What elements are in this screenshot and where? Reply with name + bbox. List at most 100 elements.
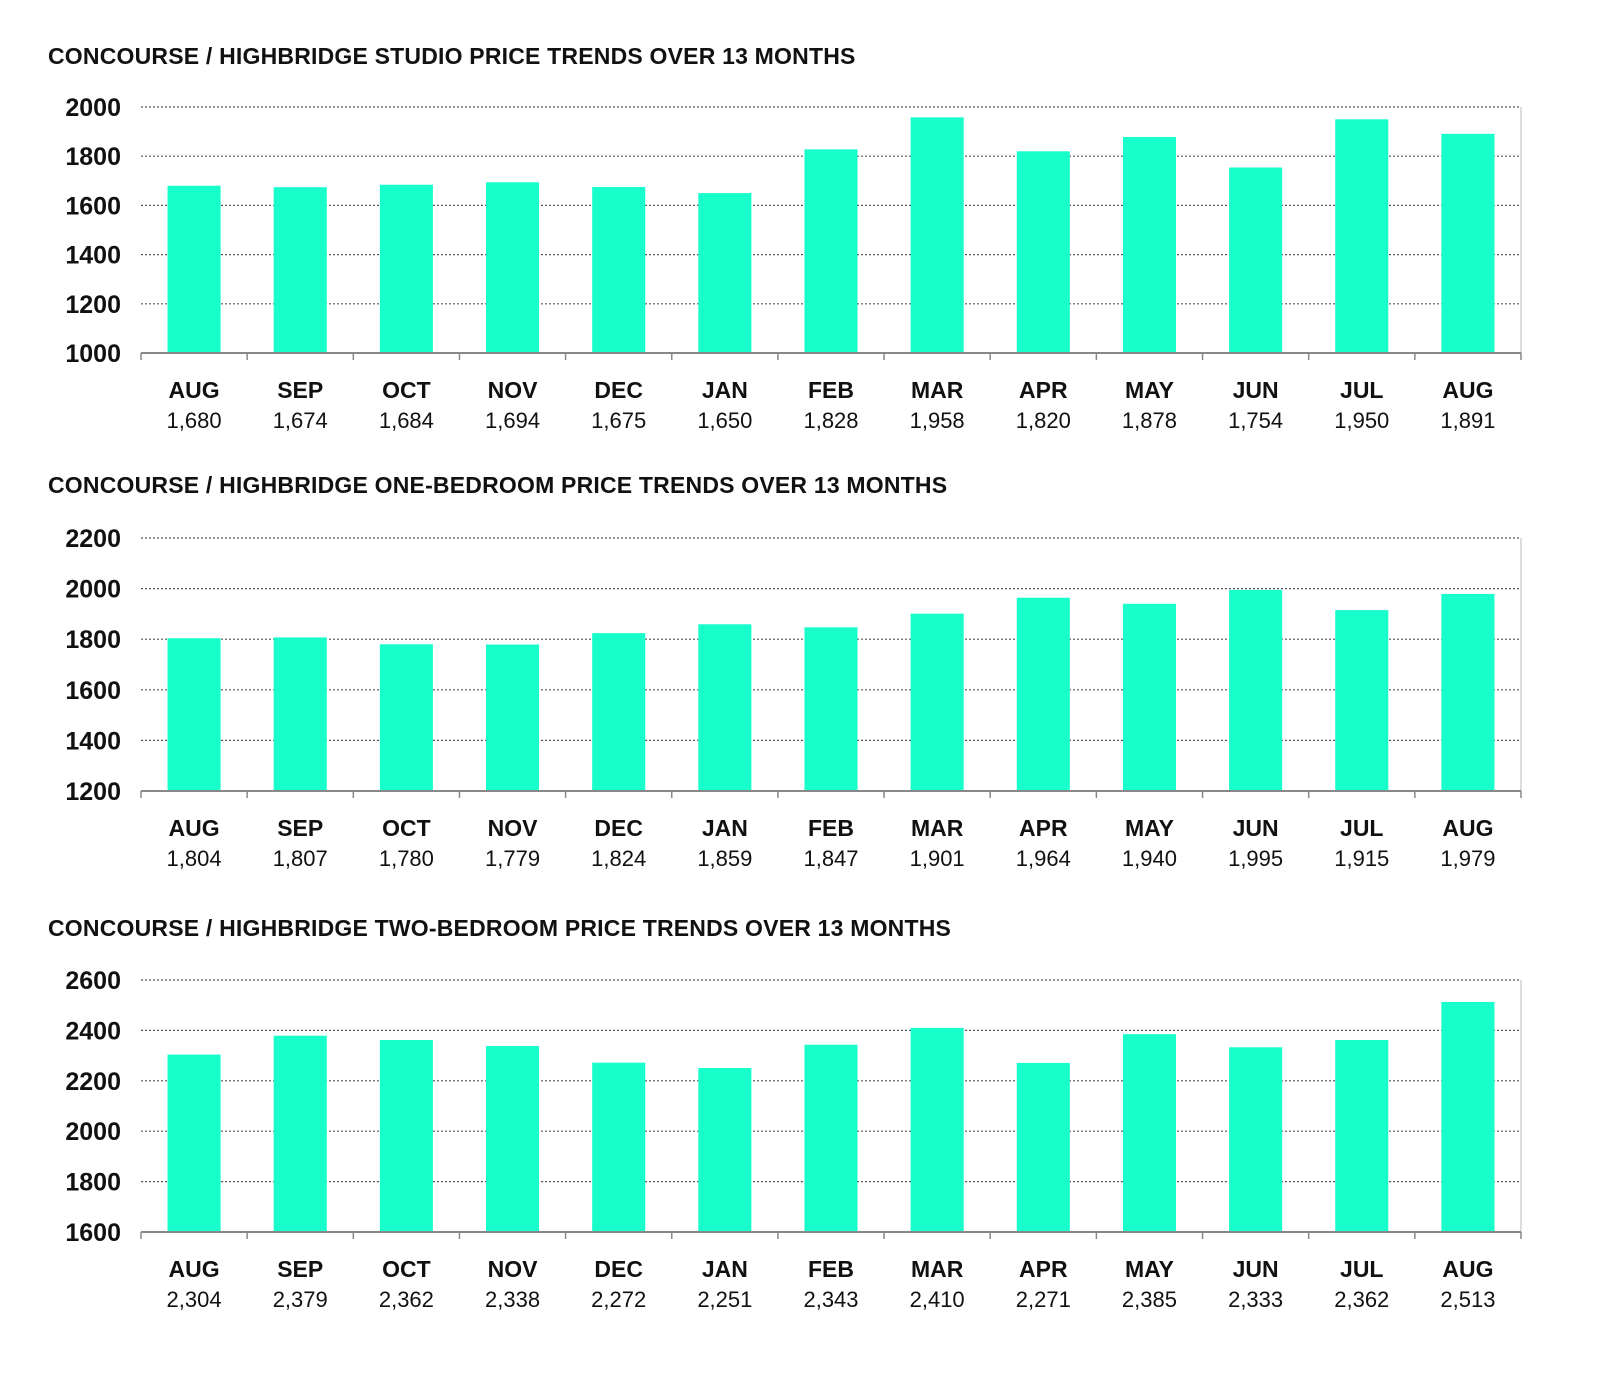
bar-value-label: 1,940	[1122, 846, 1177, 871]
bar	[486, 644, 540, 791]
x-category-label: OCT	[382, 377, 431, 403]
x-category-label: APR	[1019, 1256, 1068, 1282]
chart-title: CONCOURSE / HIGHBRIDGE ONE-BEDROOM PRICE…	[48, 472, 948, 498]
x-category-label: DEC	[594, 377, 643, 403]
y-tick-label: 2200	[65, 525, 121, 553]
bar	[1335, 119, 1389, 353]
bar-value-label: 1,820	[1016, 408, 1071, 433]
y-tick-label: 2000	[65, 576, 121, 604]
bar-value-label: 1,828	[803, 408, 858, 433]
bar	[1122, 137, 1176, 353]
bar	[698, 1067, 752, 1232]
y-tick-label: 2200	[65, 1068, 121, 1096]
x-category-label: DEC	[594, 1256, 643, 1282]
x-category-label: JUL	[1340, 1256, 1383, 1282]
bar	[273, 187, 327, 353]
x-category-label: JAN	[702, 377, 748, 403]
bar-value-label: 1,650	[697, 408, 752, 433]
bar-value-label: 1,891	[1440, 408, 1495, 433]
bar	[1441, 1001, 1495, 1232]
x-category-label: MAY	[1125, 1256, 1174, 1282]
x-category-label: FEB	[808, 815, 854, 841]
x-category-label: SEP	[277, 377, 323, 403]
bar-value-label: 2,333	[1228, 1287, 1283, 1312]
y-tick-label: 1000	[65, 340, 121, 368]
bar-value-label: 2,513	[1440, 1287, 1495, 1312]
bar-value-label: 1,779	[485, 846, 540, 871]
y-tick-label: 1800	[65, 143, 121, 171]
x-category-label: AUG	[169, 1256, 220, 1282]
bar-value-label: 1,950	[1334, 408, 1389, 433]
bar	[273, 1035, 327, 1232]
bar	[379, 184, 433, 353]
bar	[592, 186, 646, 353]
bar-value-label: 1,901	[910, 846, 965, 871]
bar-value-label: 1,804	[167, 846, 222, 871]
bar-value-label: 1,807	[273, 846, 328, 871]
x-category-label: JAN	[702, 815, 748, 841]
bar	[1229, 167, 1283, 353]
y-tick-label: 1600	[65, 192, 121, 220]
bar-value-label: 2,379	[273, 1287, 328, 1312]
y-tick-label: 1400	[65, 727, 121, 755]
x-category-label: AUG	[1442, 815, 1493, 841]
x-category-label: MAR	[911, 377, 964, 403]
bar-value-label: 1,878	[1122, 408, 1177, 433]
x-category-label: SEP	[277, 815, 323, 841]
bar-value-label: 1,995	[1228, 846, 1283, 871]
bar-value-label: 1,694	[485, 408, 540, 433]
bar	[910, 613, 964, 791]
chart-title: CONCOURSE / HIGHBRIDGE TWO-BEDROOM PRICE…	[48, 915, 952, 941]
x-category-label: AUG	[169, 377, 220, 403]
x-category-label: APR	[1019, 377, 1068, 403]
bar-value-label: 2,338	[485, 1287, 540, 1312]
y-tick-label: 1600	[65, 677, 121, 705]
x-category-label: OCT	[382, 815, 431, 841]
x-category-label: AUG	[1442, 377, 1493, 403]
bar	[804, 627, 858, 791]
x-category-label: APR	[1019, 815, 1068, 841]
bar	[379, 1039, 433, 1232]
bar	[1016, 1062, 1070, 1232]
studio-chart-panel: CONCOURSE / HIGHBRIDGE STUDIO PRICE TREN…	[0, 0, 1600, 450]
bar	[698, 193, 752, 353]
y-tick-label: 1200	[65, 778, 121, 806]
bar	[486, 1046, 540, 1232]
bar	[1016, 151, 1070, 353]
bar-value-label: 1,964	[1016, 846, 1071, 871]
x-category-label: JUN	[1233, 815, 1279, 841]
x-category-label: MAY	[1125, 815, 1174, 841]
bar-value-label: 1,824	[591, 846, 646, 871]
y-tick-label: 1800	[65, 626, 121, 654]
x-category-label: FEB	[808, 1256, 854, 1282]
bar	[910, 117, 964, 353]
y-tick-label: 2400	[65, 1017, 121, 1045]
x-category-label: OCT	[382, 1256, 431, 1282]
chart-title: CONCOURSE / HIGHBRIDGE STUDIO PRICE TREN…	[48, 43, 856, 69]
x-category-label: JUN	[1233, 377, 1279, 403]
bar-value-label: 2,271	[1016, 1287, 1071, 1312]
bar	[167, 185, 221, 353]
x-category-label: JUL	[1340, 377, 1383, 403]
bar-value-label: 2,304	[167, 1287, 222, 1312]
x-category-label: JUN	[1233, 1256, 1279, 1282]
bar-value-label: 1,680	[167, 408, 222, 433]
x-category-label: JAN	[702, 1256, 748, 1282]
y-tick-label: 2000	[65, 1118, 121, 1146]
bar	[910, 1027, 964, 1232]
bar-value-label: 2,343	[803, 1287, 858, 1312]
one-bedroom-bar-chart: 1200 1400 1600 1800 2000 2200 AUG 1,804 SEP 1,807…	[65, 525, 1522, 871]
y-tick-label: 1200	[65, 291, 121, 319]
bar-value-label: 2,362	[1334, 1287, 1389, 1312]
x-category-label: NOV	[488, 815, 539, 841]
bar	[1335, 610, 1389, 791]
bar-value-label: 1,754	[1228, 408, 1283, 433]
bar-value-label: 2,272	[591, 1287, 646, 1312]
x-category-label: MAR	[911, 815, 964, 841]
y-tick-label: 1800	[65, 1169, 121, 1197]
x-category-label: JUL	[1340, 815, 1383, 841]
bar	[1229, 1047, 1283, 1232]
bar-value-label: 2,385	[1122, 1287, 1177, 1312]
bar-value-label: 1,979	[1440, 846, 1495, 871]
